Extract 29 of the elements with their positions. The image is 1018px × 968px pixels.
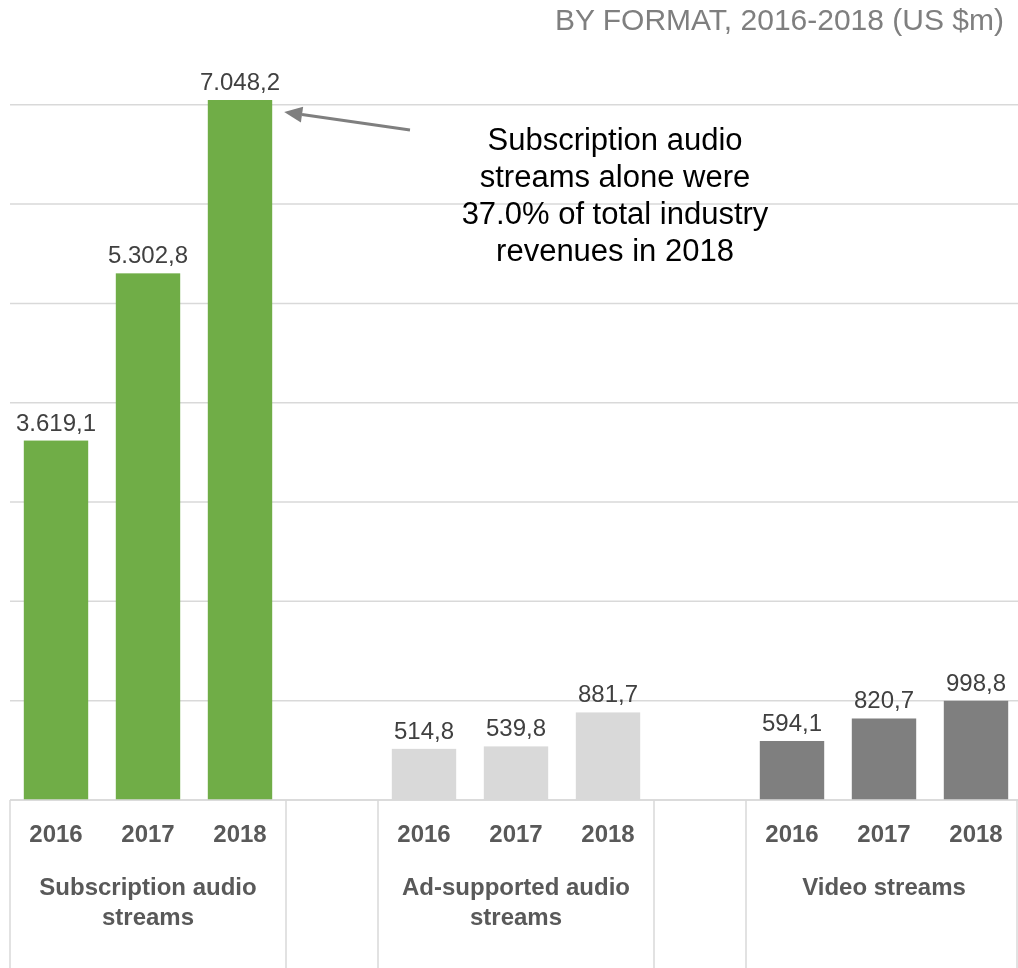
data-label: 539,8 xyxy=(485,714,547,742)
data-label: 3.619,1 xyxy=(15,408,97,436)
x-tick-label: 2016 xyxy=(397,820,451,847)
annotation: Subscription audio streams alone were 37.0% of total industry revenues in 2018 xyxy=(461,122,769,268)
data-label: 7.048,2 xyxy=(199,68,281,95)
data-label: 514,8 xyxy=(393,716,455,744)
x-tick-label: 2016 xyxy=(765,820,819,847)
text: Subscription audio streams xyxy=(39,873,257,930)
x-tick-label: 2018 xyxy=(213,820,267,847)
data-label: 594,1 xyxy=(761,709,823,736)
x-tick-label: 2018 xyxy=(949,820,1003,847)
chart-title: BY FORMAT, 2016-2018 (US $m) xyxy=(554,3,1004,36)
data-label: 998,8 xyxy=(945,668,1007,696)
data-label: 881,7 xyxy=(577,680,639,708)
x-tick-label: 2017 xyxy=(857,820,911,847)
bar xyxy=(943,700,1009,800)
bar xyxy=(207,100,273,800)
x-tick-label: 2016 xyxy=(29,820,83,847)
bar xyxy=(851,718,917,800)
text: Ad-supported audio streams xyxy=(402,873,630,930)
data-label: 5.302,8 xyxy=(107,241,189,269)
data-label: 820,7 xyxy=(853,686,915,714)
bar xyxy=(759,741,825,800)
x-tick-label: 2017 xyxy=(121,820,175,847)
text: Video streams xyxy=(802,873,966,900)
bar xyxy=(23,440,89,800)
bar xyxy=(115,273,181,800)
x-tick-label: 2017 xyxy=(489,820,543,847)
x-tick-label: 2018 xyxy=(581,820,635,847)
